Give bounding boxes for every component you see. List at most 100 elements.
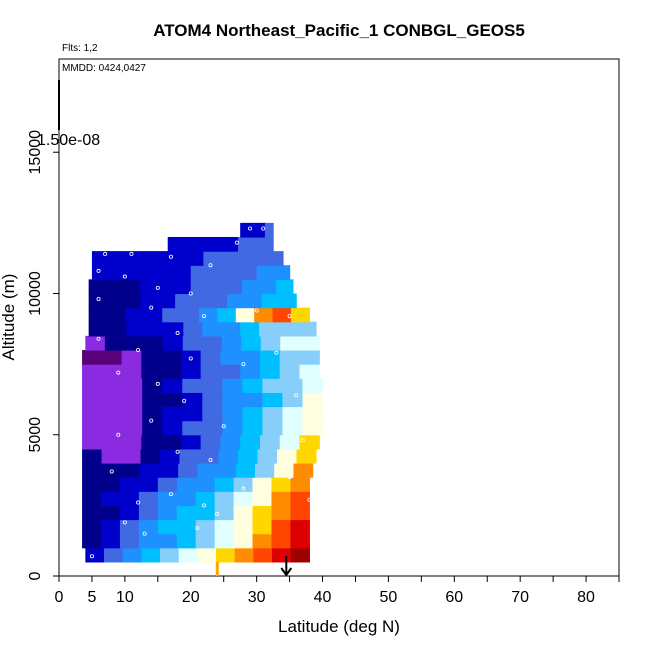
heatmap-cell-r10-c3 bbox=[142, 406, 163, 422]
heatmap-cell-r4-c5 bbox=[176, 491, 197, 506]
heatmap-cell-r18-c8 bbox=[227, 293, 245, 309]
x-tick-label-60: 60 bbox=[445, 589, 463, 606]
heatmap-cell-r20-c7 bbox=[207, 265, 225, 280]
x-tick-label-20: 20 bbox=[182, 589, 200, 606]
heatmap-cell-r7-c4 bbox=[160, 448, 181, 464]
heatmap-cell-r13-c5 bbox=[180, 364, 202, 379]
x-axis: 0 5 10 20 30 40 50 60 70 80 bbox=[55, 576, 620, 606]
dates-label: MMDD: 0424,0427 bbox=[62, 63, 146, 74]
heatmap-cell-r14-c3 bbox=[141, 349, 162, 365]
heatmap-cell-r21-c10 bbox=[251, 251, 268, 266]
heatmap-cell-r9-c7 bbox=[222, 420, 243, 436]
observation-point-23 bbox=[274, 350, 279, 355]
heatmap-cell-r12-c10 bbox=[282, 378, 304, 393]
heatmap-cell-r17-c1 bbox=[107, 307, 127, 323]
color-scale-label: 1.50e-08 bbox=[37, 132, 100, 149]
heatmap-cell-r3-c1 bbox=[101, 505, 121, 521]
heatmap-cell-r5-c10 bbox=[271, 477, 292, 492]
heatmap-cell-r5-c0 bbox=[82, 477, 102, 492]
heatmap-cell-r0-c2 bbox=[122, 547, 142, 563]
observation-point-15 bbox=[221, 424, 226, 429]
heatmap-cell-r11-c1 bbox=[102, 392, 123, 408]
heatmap-cell-r13-c3 bbox=[141, 364, 162, 379]
heatmap-cell-r13-c1 bbox=[101, 364, 123, 379]
heatmap-cell-r19-c1 bbox=[105, 279, 124, 295]
heatmap-cell-r19-c11 bbox=[275, 279, 294, 295]
observation-point-29 bbox=[122, 274, 127, 279]
heatmap-cell-r18-c7 bbox=[209, 293, 228, 309]
heatmap-cell-r18-c1 bbox=[105, 293, 124, 309]
heatmap-cell-r12-c9 bbox=[262, 378, 284, 393]
heatmap-cell-r10-c11 bbox=[302, 406, 324, 422]
heatmap-cell-r11-c3 bbox=[142, 392, 163, 408]
heatmap-cell-r20-c6 bbox=[190, 265, 208, 280]
heatmap-cell-r1-c2 bbox=[119, 533, 140, 549]
observation-point-8 bbox=[109, 469, 114, 474]
heatmap-cell-r5-c11 bbox=[290, 477, 310, 492]
heatmap-cell-r11-c5 bbox=[182, 392, 203, 408]
heatmap-cell-r23-c0 bbox=[240, 222, 250, 238]
heatmap-cell-r14-c1 bbox=[101, 349, 123, 365]
heatmap-cell-r18-c4 bbox=[157, 293, 176, 309]
heatmap-cell-r9-c5 bbox=[182, 420, 203, 436]
heatmap-cell-r4-c10 bbox=[271, 491, 292, 506]
heatmap-cell-r22-c2 bbox=[191, 236, 204, 252]
observation-point-16 bbox=[116, 370, 121, 375]
heatmap-cell-r8-c8 bbox=[240, 434, 261, 450]
heatmap-cell-r11-c0 bbox=[82, 392, 103, 408]
heatmap-cell-r20-c0 bbox=[91, 265, 110, 280]
heatmap-cell-r22-c4 bbox=[214, 236, 227, 252]
heatmap-cell-r16-c6 bbox=[202, 321, 222, 337]
observation-point-42 bbox=[307, 497, 312, 502]
heatmap-cell-r0-c8 bbox=[234, 547, 254, 563]
heatmap-cell-r0-c3 bbox=[141, 547, 161, 563]
heatmap-cell-r5-c3 bbox=[138, 477, 159, 492]
heatmap-cell-r0-c7 bbox=[216, 547, 236, 563]
heatmap-cell-r6-c3 bbox=[139, 462, 160, 478]
heatmap-cell-r14-c6 bbox=[200, 349, 222, 365]
y-axis: 0 5000 10000 15000 bbox=[27, 130, 59, 580]
heatmap-cell-r19-c10 bbox=[258, 279, 277, 295]
heatmap-cell-r20-c5 bbox=[174, 265, 192, 280]
heatmap-cell-r13-c2 bbox=[121, 364, 142, 379]
heatmap-cell-r1-c6 bbox=[195, 533, 216, 549]
heatmap-cell-r10-c9 bbox=[262, 406, 284, 422]
heatmap-cell-r7-c0 bbox=[82, 448, 103, 464]
heatmap-cell-r12-c0 bbox=[82, 378, 103, 393]
heatmap-cell-r11-c10 bbox=[282, 392, 304, 408]
heatmap-cell-r14-c2 bbox=[121, 349, 142, 365]
heatmap-cell-r17-c2 bbox=[125, 307, 145, 323]
heatmap-cell-r11-c2 bbox=[122, 392, 143, 408]
heatmap-cell-r21-c6 bbox=[187, 251, 204, 266]
heatmap-cell-r7-c7 bbox=[218, 448, 239, 464]
heatmap-cell-r19-c2 bbox=[122, 279, 141, 295]
heatmap-cell-r11-c7 bbox=[222, 392, 243, 408]
heatmap-cell-r3-c3 bbox=[138, 505, 159, 521]
heatmap-cell-r9-c9 bbox=[262, 420, 284, 436]
heatmap-cell-r6-c5 bbox=[178, 462, 198, 478]
heatmap-cell-r15-c4 bbox=[163, 335, 184, 351]
observation-point-14 bbox=[182, 398, 187, 403]
heatmap-cell-r15-c9 bbox=[260, 335, 281, 351]
heatmap-cell-r22-c6 bbox=[237, 236, 251, 252]
x-tick-label-50: 50 bbox=[380, 589, 398, 606]
heatmap-cell-r19-c0 bbox=[88, 279, 107, 295]
heatmap-cell-r6-c0 bbox=[82, 462, 102, 478]
x-tick-label-30: 30 bbox=[248, 589, 266, 606]
heatmap-cell-r21-c4 bbox=[155, 251, 173, 266]
heatmap-cell-r1-c5 bbox=[176, 533, 197, 549]
heatmap-cell-r5-c5 bbox=[176, 477, 197, 492]
heatmap-cell-r16-c11 bbox=[297, 321, 317, 337]
heatmap-cell-r18-c10 bbox=[261, 293, 280, 309]
heatmap-cell-r11-c8 bbox=[242, 392, 264, 408]
heatmap-cell-r20-c2 bbox=[124, 265, 142, 280]
heatmap-cell-r23-c1 bbox=[248, 222, 258, 238]
heatmap-cell-r12-c2 bbox=[122, 378, 143, 393]
heatmap-cell-r2-c4 bbox=[157, 519, 178, 535]
heatmap-cell-r18-c3 bbox=[140, 293, 159, 309]
heatmap-cell-r6-c6 bbox=[197, 462, 218, 478]
heatmap-cell-r13-c8 bbox=[240, 364, 261, 379]
heatmap-cell-r12-c1 bbox=[102, 378, 123, 393]
heatmap-cell-r13-c6 bbox=[200, 364, 222, 379]
heatmap-cell-r3-c4 bbox=[157, 505, 178, 521]
